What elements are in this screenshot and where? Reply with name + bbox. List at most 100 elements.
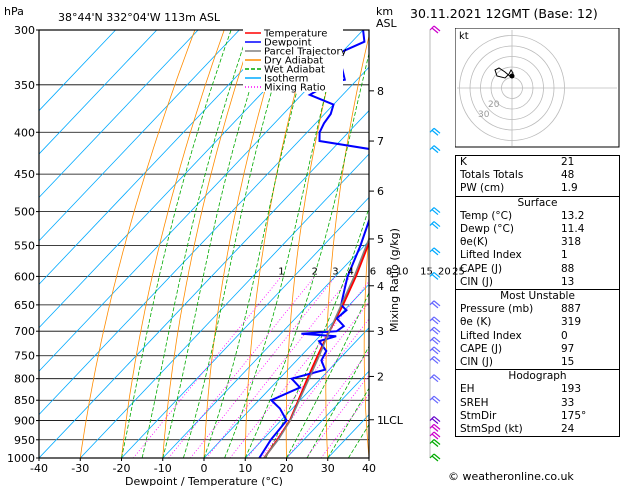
- mixing-ratio-label: 2: [312, 266, 318, 277]
- hodograph-frame: [455, 28, 620, 148]
- dry-adiabat-line: [285, 30, 342, 458]
- wind-barb: [431, 302, 439, 309]
- wind-barb: [431, 147, 439, 154]
- wind-barb: [431, 338, 439, 345]
- legend-bg: [243, 74, 343, 83]
- wind-barb: [433, 25, 441, 32]
- plot-area: [39, 30, 429, 458]
- asl-label: ASL: [376, 17, 398, 30]
- km-tick-label: 5: [377, 233, 384, 246]
- wet-adiabat-line: [121, 30, 232, 458]
- legend-label: Isotherm: [264, 74, 308, 85]
- pressure-tick-label: 400: [14, 126, 35, 139]
- wind-barb: [431, 376, 439, 383]
- most-unstable-row: θe (K) 319: [456, 316, 619, 329]
- hodograph-value: 175°: [561, 409, 587, 422]
- legend-label: Dewpoint: [264, 38, 312, 49]
- km-tick-label: 6: [377, 185, 384, 198]
- hpa-label: hPa: [4, 5, 24, 18]
- isotherm-line: [162, 240, 369, 458]
- isotherm-line: [39, 66, 369, 416]
- surface-row: θe(K) 318: [456, 236, 619, 249]
- wet-adiabat-line: [162, 30, 269, 458]
- hodograph-row: SREH 33: [456, 397, 619, 410]
- surface-row: Lifted Index 1: [456, 249, 619, 262]
- hodograph-row: StmDir 175°: [456, 410, 619, 423]
- isotherm-line: [39, 30, 116, 112]
- mixing-ratio-line: [320, 393, 369, 458]
- wet-adiabat-line: [286, 291, 369, 458]
- temperature-tick-label: 20: [280, 462, 294, 475]
- pressure-tick-label: 950: [14, 434, 35, 447]
- surface-value: 1: [561, 249, 568, 262]
- wind-barb: [433, 221, 441, 227]
- pressure-tick-label: 800: [14, 373, 35, 386]
- wet-adiabat-line: [306, 345, 369, 458]
- dry-adiabat-line: [121, 30, 225, 458]
- wind-barb: [433, 423, 441, 430]
- km-tick-label: 8: [377, 85, 384, 98]
- surface-value: 88: [561, 262, 575, 275]
- wind-barb: [431, 425, 439, 432]
- mixing-ratio-label: 4: [347, 266, 353, 277]
- wind-barb: [433, 207, 441, 214]
- legend-bg: [243, 83, 343, 92]
- pressure-tick-label: 700: [14, 325, 35, 338]
- hodograph-title: Hodograph: [508, 370, 567, 383]
- most-unstable-value: 97: [561, 342, 575, 355]
- surface-label: Dewp (°C): [460, 223, 514, 236]
- most-unstable-row: CIN (J) 15: [456, 356, 619, 369]
- isotherm-line: [80, 153, 369, 458]
- wind-barb: [431, 249, 439, 256]
- isotherm-line: [39, 30, 281, 285]
- hodograph-value: 24: [561, 423, 575, 436]
- mixing-ratio-label: 3: [332, 266, 338, 277]
- most-unstable-label: CIN (J): [460, 356, 493, 369]
- km-tick-label: 7: [377, 135, 384, 148]
- most-unstable-title: Most Unstable: [500, 290, 575, 303]
- wind-barb: [433, 300, 441, 307]
- dewpoint-line: [258, 30, 369, 458]
- surface-row: CIN (J) 13: [456, 276, 619, 289]
- copyright-footer: © weatheronline.co.uk: [448, 470, 574, 483]
- mixing-ratio-label: 6: [370, 266, 376, 277]
- pressure-tick-label: 300: [14, 24, 35, 37]
- mixing-ratio-label: 10: [396, 266, 409, 277]
- datetime-label: 30.11.2021 12GMT (Base: 12): [410, 6, 598, 21]
- most-unstable-row: Lifted Index 0: [456, 330, 619, 343]
- most-unstable-label: Lifted Index: [460, 329, 522, 342]
- wet-adiabat-line: [265, 206, 369, 458]
- most-unstable-value: 887: [561, 303, 582, 316]
- wet-adiabat-line: [244, 51, 369, 458]
- wind-barb: [433, 346, 441, 353]
- lcl-label: LCL: [383, 414, 404, 427]
- hodograph-kt-label: kt: [459, 31, 469, 42]
- wind-barb: [433, 453, 441, 460]
- pressure-tick-label: 350: [14, 79, 35, 92]
- wind-barb: [431, 318, 439, 325]
- mixing-ratio-line: [168, 276, 316, 458]
- dry-adiabat-line: [244, 30, 313, 458]
- hodograph-ring-label: 20: [488, 100, 500, 110]
- most-unstable-row: Pressure (mb) 887: [456, 303, 619, 316]
- wind-barb: [431, 223, 439, 229]
- mixing-ratio-axis-title: Mixing Ratio (g/kg): [388, 228, 401, 332]
- dry-adiabat-line: [162, 30, 254, 458]
- most-unstable-label: Pressure (mb): [460, 303, 534, 316]
- wind-barb: [431, 209, 439, 216]
- dry-adiabat-line: [325, 34, 369, 458]
- wind-barb: [433, 431, 441, 438]
- temperature-tick-label: -30: [71, 462, 89, 475]
- index-label: K: [460, 156, 467, 168]
- temperature-line: [263, 240, 369, 458]
- km-tick-label: 2: [377, 370, 384, 383]
- isotherm-line: [203, 283, 369, 458]
- legend-label: Parcel Trajectory: [264, 47, 347, 58]
- dry-adiabat-line: [401, 30, 429, 458]
- pressure-tick-label: 1000: [7, 452, 35, 465]
- surface-label: CAPE (J): [460, 262, 503, 275]
- hodograph-row: EH 193: [456, 383, 619, 396]
- mixing-ratio-label: 20: [438, 266, 451, 277]
